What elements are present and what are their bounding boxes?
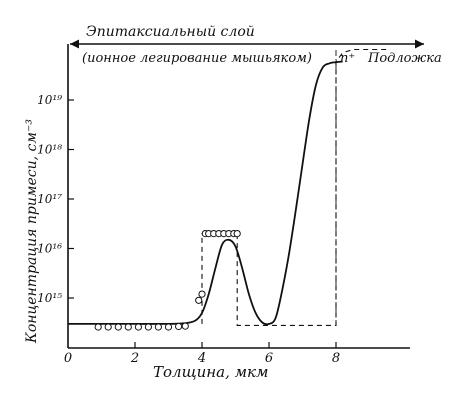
data-point (175, 322, 183, 331)
x-tick-label: 8 (332, 351, 340, 366)
x-tick-label: 4 (197, 351, 206, 366)
epitaxial-layer-label: Эпитаксиальный слой (86, 24, 255, 40)
x-tick-label: 0 (64, 351, 72, 366)
data-point (134, 323, 142, 331)
x-tick-label: 2 (130, 351, 139, 366)
data-point (94, 323, 102, 331)
measured-curve-path (67, 60, 343, 326)
data-point (198, 290, 206, 298)
data-point (144, 323, 152, 331)
data-point (181, 322, 189, 330)
y-tick-label: 10¹⁹ (37, 93, 62, 107)
left-arrowhead (70, 39, 79, 49)
y-tick-label: 10¹⁸ (37, 143, 62, 157)
implant-label: (ионное легирование мышьяком) (82, 51, 312, 66)
right-arrowhead (415, 39, 424, 49)
measured-curve (67, 60, 343, 326)
x-tick-label: 6 (265, 351, 273, 366)
data-point (124, 323, 132, 331)
axes: 0 2 4 6 8 10¹⁵ 10¹⁶ 10¹⁷ 10¹⁸ 10¹⁹ (37, 44, 410, 366)
y-tick-label: 10¹⁶ (37, 242, 62, 256)
data-point (233, 230, 241, 238)
data-point (114, 323, 122, 331)
implant-data-points (94, 230, 241, 331)
axis-labels: Толщина, мкм Концентрация примеси, см⁻³ (24, 119, 268, 381)
y-tick-label: 10¹⁷ (37, 192, 62, 206)
x-axis-label: Толщина, мкм (153, 363, 268, 381)
data-point (104, 323, 112, 331)
y-tick-label: 10¹⁵ (37, 291, 62, 305)
nplus-label: n⁺ (340, 51, 355, 66)
design-profile (201, 48, 387, 326)
design-profile-line (201, 48, 387, 326)
data-point (164, 323, 173, 331)
substrate-label: Подложка (367, 51, 442, 66)
annotations: Эпитаксиальный слой (ионное легирование … (70, 24, 442, 66)
y-axis-label: Концентрация примеси, см⁻³ (24, 119, 40, 344)
data-point (195, 296, 203, 304)
data-point (154, 323, 162, 331)
